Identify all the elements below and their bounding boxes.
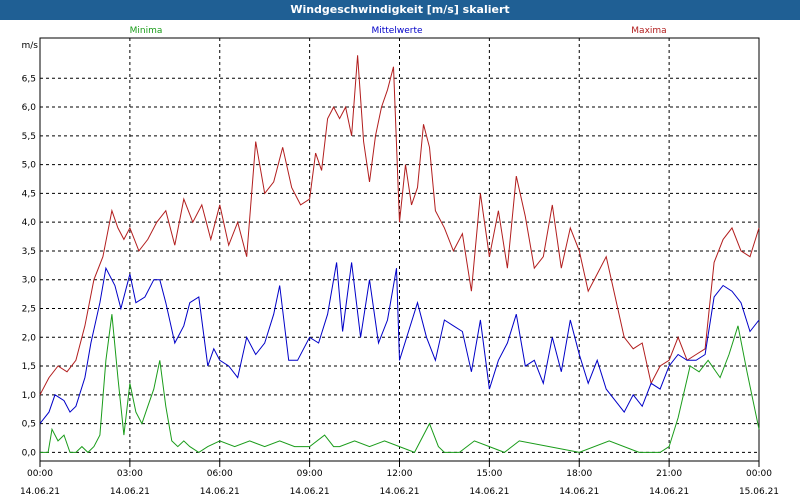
legend-mittelwerte: Mittelwerte (371, 26, 422, 36)
x-tick-date: 14.06.21 (200, 487, 240, 497)
y-tick-label: 5,5 (22, 132, 36, 142)
y-tick-label: 1,0 (22, 391, 37, 401)
y-tick-label: 3,5 (22, 247, 36, 257)
y-axis-label: m/s (22, 41, 39, 51)
y-tick-label: 3,0 (22, 276, 37, 286)
series-line-minima (40, 314, 760, 454)
series-line-maxima (39, 55, 760, 396)
x-tick-date: 14.06.21 (649, 487, 689, 497)
x-tick-time: 12:00 (387, 469, 413, 479)
x-tick-date: 14.06.21 (20, 487, 60, 497)
x-tick-time: 15:00 (476, 469, 502, 479)
y-tick-label: 1,5 (22, 362, 36, 372)
x-tick-date: 15.06.21 (739, 487, 779, 497)
x-tick-time: 18:00 (566, 469, 592, 479)
y-tick-label: 6,0 (22, 103, 37, 113)
legend-minima: Minima (130, 26, 163, 36)
x-tick-time: 21:00 (656, 469, 682, 479)
y-tick-label: 4,0 (22, 218, 37, 228)
x-tick-date: 14.06.21 (290, 487, 330, 497)
y-tick-label: 2,0 (22, 333, 37, 343)
y-tick-label: 4,5 (22, 189, 36, 199)
x-tick-time: 03:00 (117, 469, 143, 479)
y-tick-label: 0,0 (22, 448, 37, 458)
legend-maxima: Maxima (631, 26, 666, 36)
x-tick-date: 14.06.21 (110, 487, 150, 497)
y-tick-label: 0,5 (22, 420, 36, 430)
chart-area: 0,0 0,5 1,0 1,5 2,0 2,5 3,0 3,5 4,0 4,5 5,0 5,5 6,0 6… (20, 26, 779, 497)
x-tick-time: 06:00 (207, 469, 233, 479)
x-tick-time: 00:00 (746, 469, 772, 479)
x-tick-time: 09:00 (297, 469, 323, 479)
series-line-mittelwerte (39, 262, 760, 424)
chart-title: Windgeschwindigkeit [m/s] skaliert (0, 0, 800, 20)
x-tick-date: 14.06.21 (379, 487, 419, 497)
y-tick-label: 5,0 (22, 161, 37, 171)
y-tick-label: 2,5 (22, 304, 36, 314)
x-tick-date: 14.06.21 (559, 487, 599, 497)
x-tick-time: 00:00 (27, 469, 53, 479)
y-tick-label: 6,5 (22, 74, 36, 84)
x-tick-date: 14.06.21 (469, 487, 509, 497)
